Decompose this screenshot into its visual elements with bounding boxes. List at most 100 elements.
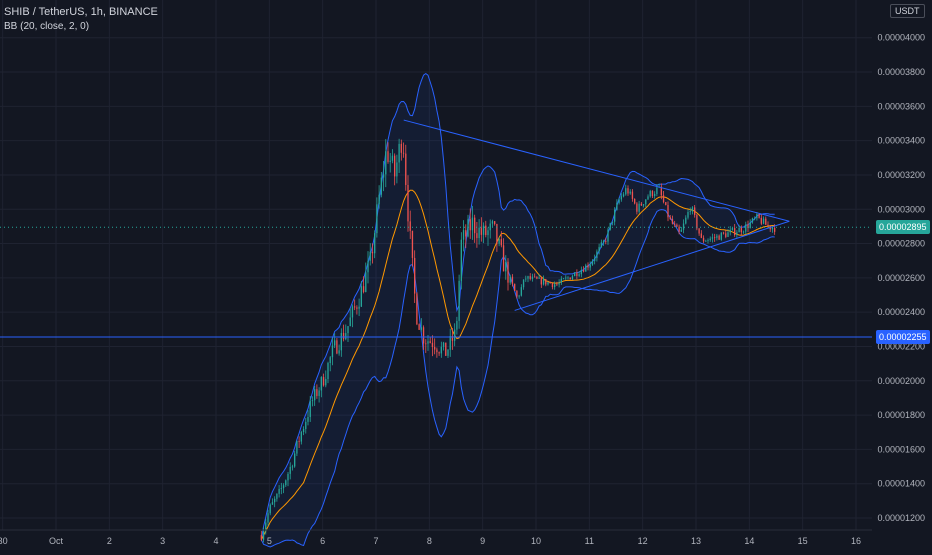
candle (714, 233, 716, 242)
currency-badge[interactable]: USDT (890, 4, 925, 18)
candle-body (411, 230, 414, 258)
candle-body (725, 233, 727, 237)
candle-body (556, 284, 558, 286)
candle (456, 316, 458, 335)
candle (520, 284, 522, 297)
candle (751, 217, 754, 224)
candle-body (727, 232, 729, 237)
candle-body (511, 276, 514, 284)
candle (307, 410, 309, 426)
candle (640, 201, 642, 206)
candle (638, 200, 640, 214)
x-tick-label: 3 (160, 536, 165, 546)
indicator-legend[interactable]: BB (20, close, 2, 0) (4, 21, 90, 32)
candle-body (551, 283, 554, 288)
candle-body (620, 196, 622, 200)
candle (745, 221, 747, 235)
candle-body (720, 232, 722, 240)
candle-body (271, 502, 274, 505)
candle-body (698, 228, 700, 234)
candle-body (460, 239, 462, 281)
candle (356, 305, 358, 315)
candle (465, 224, 467, 248)
candle (387, 142, 389, 164)
candle (276, 493, 278, 502)
candle (551, 282, 554, 290)
candle-body (509, 276, 511, 283)
candle-body (742, 231, 745, 233)
candle (527, 275, 529, 283)
y-tick-label: 0.00001800 (877, 410, 925, 420)
candle-body (458, 280, 460, 321)
candle-body (420, 327, 422, 330)
candle-body (331, 345, 334, 358)
candle-body (654, 193, 656, 197)
candle-body (287, 473, 289, 481)
candle-body (751, 218, 754, 223)
candle-body (462, 230, 465, 240)
candle (402, 142, 405, 158)
candle-body (565, 277, 567, 279)
candle-body (285, 480, 287, 486)
candle (749, 219, 751, 229)
candle-body (634, 198, 636, 204)
candle-body (262, 530, 265, 540)
candle (671, 215, 674, 225)
candle-body (678, 226, 680, 232)
candle-body (269, 504, 271, 514)
candle (645, 199, 647, 208)
candle (698, 228, 700, 236)
candle (345, 324, 347, 341)
candle-body (614, 209, 616, 222)
candle (709, 236, 711, 242)
candle-body (594, 258, 596, 261)
candle (311, 396, 314, 407)
candle-body (611, 221, 614, 223)
candle (320, 376, 322, 398)
candle (487, 227, 489, 246)
candle-body (374, 233, 376, 254)
candle (471, 205, 474, 240)
candle (454, 323, 456, 347)
candle-body (371, 251, 374, 254)
candle (394, 153, 396, 186)
candle-body (367, 260, 369, 273)
candle (616, 199, 618, 211)
candle (267, 509, 269, 526)
candle-body (378, 194, 380, 205)
candle (771, 227, 774, 233)
candle-body (682, 223, 685, 230)
candle (649, 189, 651, 198)
candle (680, 226, 682, 232)
candle-body (647, 196, 649, 200)
candle-body (349, 317, 351, 327)
candle (449, 328, 451, 357)
candle-body (267, 513, 269, 523)
candle-body (311, 400, 314, 402)
candle-body (642, 204, 645, 206)
x-tick-label: 30 (0, 536, 8, 546)
candle (516, 290, 518, 299)
candle (409, 210, 411, 239)
candle (420, 318, 422, 332)
candle (760, 214, 762, 226)
candle-body (402, 152, 405, 154)
candle-body (718, 235, 720, 240)
candle (531, 273, 534, 282)
candle (269, 503, 271, 516)
candle-body (385, 151, 387, 175)
candle (429, 337, 431, 344)
candle (569, 277, 571, 280)
candle-body (582, 270, 585, 272)
candle-body (694, 207, 696, 215)
candle-body (558, 282, 560, 285)
candle (587, 262, 589, 271)
candle-body (651, 191, 654, 197)
candle-body (700, 233, 702, 238)
candle-body (347, 326, 349, 334)
candle (360, 280, 362, 308)
candle (642, 204, 645, 208)
candle-body (322, 377, 325, 386)
